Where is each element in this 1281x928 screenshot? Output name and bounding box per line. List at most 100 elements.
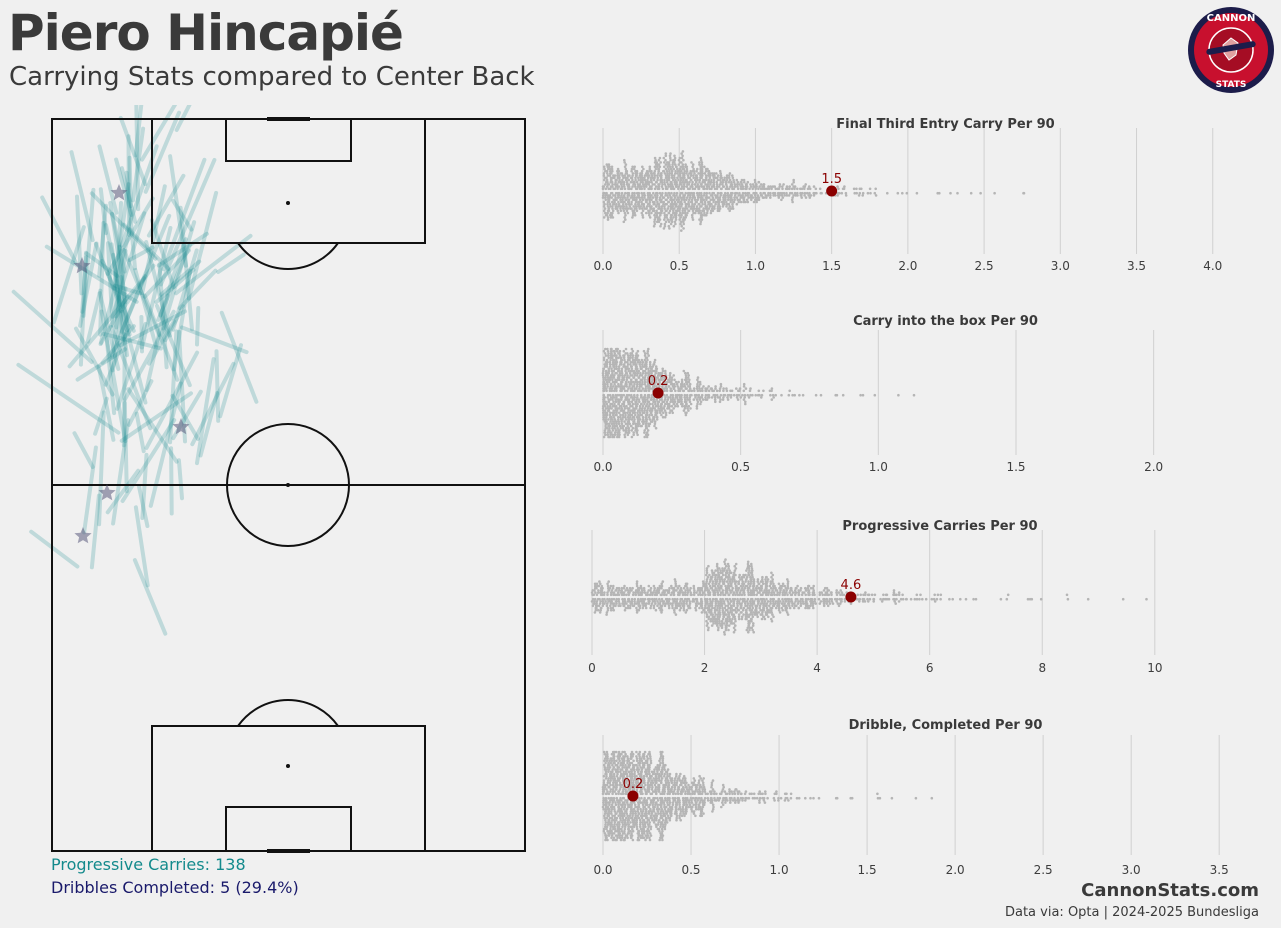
population-dot: [712, 571, 716, 575]
population-dot: [781, 196, 785, 199]
population-dot: [636, 349, 640, 353]
population-dot: [828, 602, 832, 605]
population-dot: [721, 569, 725, 572]
population-dot: [612, 376, 616, 379]
population-dot: [610, 812, 613, 815]
population-dot: [723, 633, 726, 636]
carry-line: [121, 222, 171, 271]
population-dot: [653, 358, 657, 362]
population-dot: [604, 369, 608, 373]
population-dot: [628, 814, 632, 818]
population-dot: [647, 196, 650, 199]
population-dot: [618, 393, 622, 397]
population-dot: [603, 363, 607, 366]
population-dot: [721, 606, 724, 610]
population-dot: [750, 564, 753, 568]
population-dot: [615, 387, 618, 390]
carry-line: [109, 325, 153, 431]
carry-line: [126, 387, 179, 464]
population-dot: [591, 593, 594, 597]
population-dot: [626, 424, 629, 428]
population-dot: [644, 404, 648, 408]
population-dot: [684, 202, 688, 206]
population-dot: [611, 380, 615, 384]
population-dot: [637, 803, 641, 807]
population-dot: [785, 194, 789, 197]
population-dot: [674, 178, 677, 182]
population-dot: [625, 198, 628, 202]
population-dot: [625, 169, 629, 173]
population-dot: [695, 205, 699, 208]
population-dot: [629, 807, 633, 811]
population-dot: [650, 207, 653, 210]
population-dot: [621, 374, 624, 377]
population-dot: [654, 792, 658, 796]
population-dot: [700, 216, 703, 219]
population-dot: [603, 207, 607, 210]
population-dot: [653, 420, 657, 423]
population-dot: [666, 172, 669, 175]
population-dot: [788, 606, 792, 610]
population-dot: [613, 374, 616, 377]
population-dot: [859, 593, 862, 597]
population-dot: [652, 807, 655, 811]
population-dot: [625, 183, 629, 186]
population-dot: [728, 178, 732, 182]
population-dot: [647, 367, 650, 371]
population-dot: [652, 178, 656, 182]
population-dot: [706, 167, 709, 171]
population-dot: [731, 586, 734, 590]
population-dot: [734, 801, 737, 804]
population-dot: [637, 816, 641, 820]
population-dot: [632, 407, 635, 410]
population-dot: [746, 180, 750, 184]
population-dot: [657, 400, 661, 404]
population-dot: [835, 591, 838, 594]
population-dot: [734, 624, 737, 627]
population-dot: [694, 805, 698, 809]
population-dot: [680, 169, 683, 173]
population-dot: [626, 396, 629, 399]
population-dot: [599, 606, 603, 610]
population-dot: [740, 183, 744, 186]
population-dot: [641, 183, 645, 186]
population-dot: [647, 389, 651, 393]
population-dot: [668, 172, 672, 175]
population-dot: [688, 602, 692, 605]
population-dot: [614, 196, 617, 199]
population-dot: [721, 183, 724, 186]
population-dot: [614, 185, 618, 188]
population-dot: [654, 158, 657, 162]
population-dot: [629, 409, 633, 412]
population-dot: [622, 807, 626, 811]
population-dot: [767, 591, 771, 594]
carry-line: [74, 326, 115, 397]
population-dot: [633, 382, 636, 386]
carry-line: [117, 244, 130, 333]
population-dot: [619, 356, 622, 360]
population-dot: [602, 376, 605, 379]
population-dot: [794, 597, 798, 601]
population-dot: [624, 426, 628, 430]
population-dot: [625, 376, 629, 379]
population-dot: [749, 580, 753, 583]
population-dot: [755, 198, 759, 202]
population-dot: [710, 624, 714, 627]
carry-line: [169, 446, 174, 516]
population-dot: [608, 360, 612, 364]
population-dot: [760, 393, 764, 397]
population-dot: [714, 385, 717, 388]
population-dot: [603, 602, 606, 605]
population-dot: [631, 172, 635, 175]
population-dot: [617, 422, 621, 426]
population-dot: [679, 180, 682, 184]
population-dot: [674, 216, 678, 219]
population-dot: [593, 582, 597, 586]
population-dot: [776, 187, 779, 191]
population-dot: [685, 402, 688, 406]
population-dot: [607, 187, 610, 191]
population-dot: [608, 387, 612, 390]
population-dot: [681, 404, 684, 408]
population-dot: [715, 185, 719, 188]
population-dot: [634, 200, 638, 204]
